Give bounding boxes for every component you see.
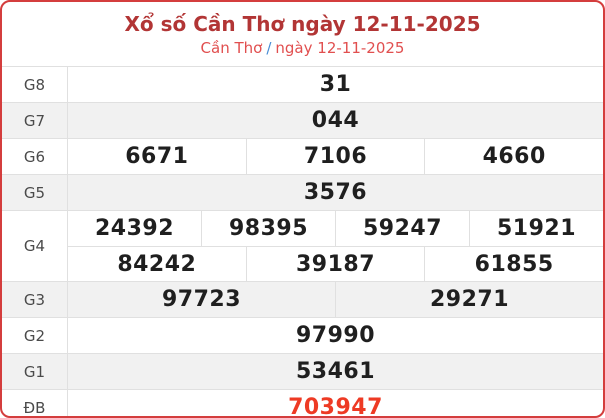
prize-number: 4660 [424,139,603,174]
prize-number-group: 97990 [68,318,603,353]
prize-row: G4 24392 98395 59247 51921 84242 39187 61855 [2,210,603,281]
prize-label: G2 [2,318,68,353]
prize-number-group: 53461 [68,354,603,389]
prize-row: G5 3576 [2,174,603,210]
prize-table: G8 31 G7 044 G6 6671 7106 4660 G5 3576 G4 24392 9839… [2,66,603,418]
prize-numbers: 53461 [68,354,603,389]
prize-number: 84242 [117,251,197,277]
prize-number-group: 31 [68,67,603,102]
prize-number-group: 6671 7106 4660 [68,139,603,174]
prize-number: 31 [319,72,352,97]
prize-number: 044 [311,108,360,133]
prize-number-group: 044 [68,103,603,138]
prize-row: ĐB 703947 [2,389,603,418]
prize-label: G1 [2,354,68,389]
prize-numbers: 24392 98395 59247 51921 84242 39187 61855 [68,211,603,281]
prize-numbers: 31 [68,67,603,102]
breadcrumb-date-link[interactable]: ngày 12-11-2025 [275,38,405,57]
breadcrumb-separator: / [266,38,272,57]
prize-number: 6671 [125,144,189,169]
prize-label: G5 [2,175,68,210]
prize-row: G7 044 [2,102,603,138]
prize-numbers: 703947 [68,390,603,418]
prize-number: 51921 [469,211,603,246]
prize-row: G6 6671 7106 4660 [2,138,603,174]
prize-number-group: 97723 29271 [68,282,603,317]
prize-number: 29271 [335,282,603,317]
results-header: Xổ số Cần Thơ ngày 12-11-2025 Cần Thơ / ng… [2,2,603,66]
prize-row: G2 97990 [2,317,603,353]
prize-label: G4 [2,211,68,281]
prize-number: 53461 [295,359,376,384]
page-title: Xổ số Cần Thơ ngày 12-11-2025 [124,11,481,36]
prize-row: G3 97723 29271 [2,281,603,317]
breadcrumb: Cần Thơ / ngày 12-11-2025 [201,39,405,57]
prize-row: G1 53461 [2,353,603,389]
prize-label: G7 [2,103,68,138]
prize-number: 98395 [201,211,335,246]
prize-number: 97990 [295,323,376,348]
prize-number: 24392 [94,216,175,241]
prize-number-group: 703947 [68,390,603,418]
prize-number-group: 3576 [68,175,603,210]
prize-numbers: 97723 29271 [68,282,603,317]
prize-label: ĐB [2,390,68,416]
prize-label: G3 [2,282,68,317]
prize-numbers: 97990 [68,318,603,353]
prize-number: 3576 [303,180,368,205]
prize-number: 703947 [288,395,383,418]
prize-numbers: 6671 7106 4660 [68,139,603,174]
prize-number: 97723 [161,287,242,312]
prize-number: 61855 [424,247,603,281]
prize-number: 59247 [335,211,469,246]
prize-number: 39187 [245,247,425,281]
prize-label: G6 [2,139,68,174]
prize-number-group: 84242 39187 61855 [68,246,603,281]
prize-label: G8 [2,67,68,102]
prize-numbers: 044 [68,103,603,138]
prize-numbers: 3576 [68,175,603,210]
breadcrumb-region-link[interactable]: Cần Thơ [200,38,263,57]
prize-number-group: 24392 98395 59247 51921 [68,211,603,246]
prize-row: G8 31 [2,67,603,102]
prize-number: 7106 [245,139,425,174]
